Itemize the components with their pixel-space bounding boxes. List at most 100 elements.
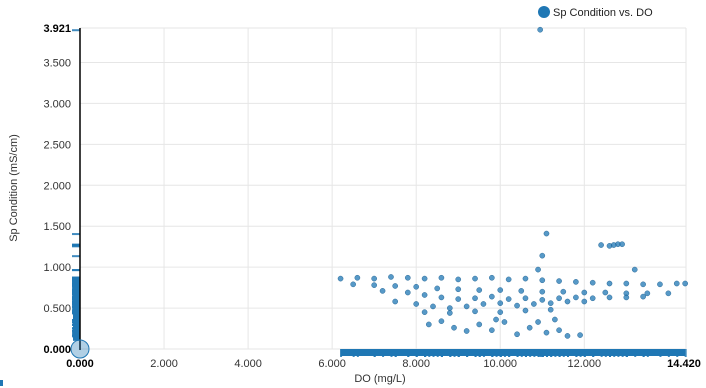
- data-point: [581, 289, 588, 296]
- y-rug-mark: [72, 233, 80, 236]
- data-point: [573, 294, 579, 301]
- data-point: [421, 309, 428, 315]
- data-points: [337, 26, 688, 339]
- y-tick-label: 3.921: [43, 23, 71, 35]
- y-axis-title: Sp Condition (mS/cm): [8, 134, 20, 242]
- data-point: [610, 242, 617, 248]
- data-point: [493, 316, 499, 323]
- y-rug-mark: [72, 244, 80, 247]
- data-point: [480, 301, 487, 307]
- y-tick-labels: 0.000 0.500 1.000 1.500 2.000 2.500 3.000 3.500…: [43, 23, 71, 356]
- data-point: [455, 286, 462, 293]
- data-point: [537, 26, 543, 33]
- data-point: [531, 301, 537, 307]
- data-point: [556, 278, 562, 284]
- data-point: [581, 298, 588, 305]
- marginal-rugs: [72, 29, 687, 357]
- data-point: [631, 266, 638, 273]
- y-tick-label: 1.000: [43, 262, 71, 274]
- data-point: [476, 321, 483, 328]
- data-point: [589, 295, 596, 302]
- origin-marker: [70, 339, 90, 359]
- data-point: [564, 298, 571, 305]
- data-point: [447, 310, 453, 316]
- data-point: [371, 275, 377, 282]
- y-rug-mark: [72, 269, 80, 272]
- data-point: [665, 290, 672, 297]
- data-point: [573, 279, 579, 285]
- data-point: [543, 329, 550, 336]
- corner-marker: [0, 380, 3, 386]
- y-tick-label: 2.000: [43, 180, 71, 192]
- data-point: [606, 280, 613, 287]
- data-point: [505, 296, 512, 302]
- data-point: [606, 294, 613, 301]
- data-point: [560, 288, 567, 295]
- data-point: [539, 277, 546, 284]
- y-tick-label: 1.500: [43, 221, 71, 233]
- x-axis-title: DO (mg/L): [354, 373, 405, 385]
- legend-label: Sp Condition vs. DO: [553, 7, 653, 19]
- data-point: [514, 331, 520, 338]
- x-tick-label: 12.000: [567, 358, 601, 370]
- grid: [79, 27, 687, 350]
- data-point: [577, 332, 583, 338]
- data-point: [640, 281, 646, 288]
- data-point: [371, 282, 377, 288]
- data-point: [489, 293, 495, 300]
- data-point: [404, 274, 411, 281]
- data-point: [522, 307, 529, 314]
- data-point: [388, 274, 394, 280]
- x-tick-label: 4.000: [234, 358, 262, 370]
- data-point: [421, 275, 428, 282]
- data-point: [497, 309, 504, 315]
- y-tick-label: 0.000: [43, 344, 71, 356]
- data-point: [543, 230, 550, 237]
- data-point: [514, 302, 520, 309]
- data-point: [476, 287, 483, 293]
- data-point: [455, 296, 462, 302]
- data-point: [421, 292, 428, 298]
- data-point: [392, 298, 398, 305]
- data-point: [438, 318, 445, 324]
- data-point: [598, 242, 604, 248]
- data-point: [640, 293, 646, 300]
- x-tick-label: 6.000: [318, 358, 346, 370]
- data-point: [430, 303, 436, 310]
- y-tick-label: 0.500: [43, 303, 71, 315]
- data-point: [547, 300, 554, 306]
- data-point: [623, 294, 630, 301]
- data-point: [497, 287, 504, 293]
- legend[interactable]: Sp Condition vs. DO: [538, 6, 653, 19]
- data-point: [497, 300, 504, 306]
- data-point: [472, 275, 478, 282]
- data-point: [426, 321, 432, 328]
- data-point: [522, 295, 529, 302]
- x-tick-label: 10.000: [483, 358, 517, 370]
- data-point: [522, 275, 529, 282]
- data-point: [447, 305, 453, 311]
- data-point: [434, 285, 441, 292]
- data-point: [392, 283, 398, 289]
- data-point: [463, 303, 470, 310]
- data-point: [619, 241, 625, 248]
- data-point: [539, 297, 546, 303]
- y-tick-label: 3.500: [43, 57, 71, 69]
- data-point: [552, 316, 558, 323]
- data-point: [556, 295, 562, 302]
- data-point: [472, 295, 478, 302]
- x-tick-label: 2.000: [150, 358, 178, 370]
- data-point: [535, 266, 541, 273]
- y-tick-label: 3.000: [43, 98, 71, 110]
- data-point: [404, 289, 411, 296]
- x-tick-label: 8.000: [402, 358, 430, 370]
- data-point: [657, 281, 663, 288]
- data-point: [539, 288, 546, 295]
- data-point: [547, 306, 554, 313]
- data-point: [438, 274, 445, 281]
- data-point: [623, 280, 630, 287]
- data-point: [589, 279, 596, 286]
- x-tick-labels: 0.000 2.000 4.000 6.000 8.000 10.000 12.000 14.…: [66, 358, 701, 370]
